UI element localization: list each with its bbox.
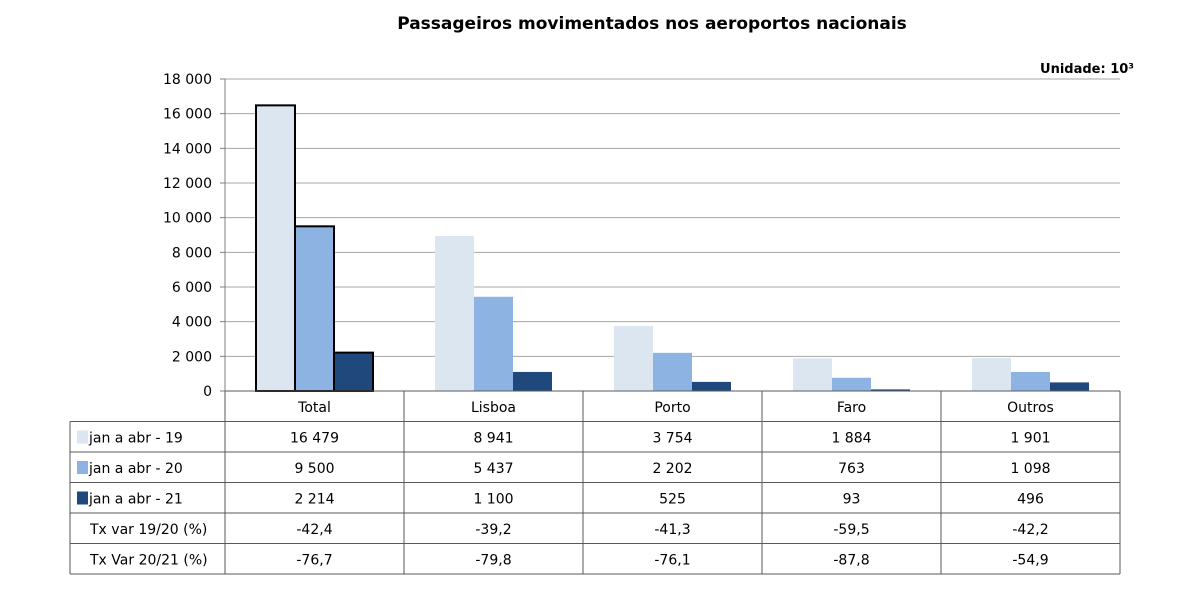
data-label: 16 479 [290, 431, 339, 447]
bar [972, 358, 1011, 391]
legend-swatch [77, 491, 88, 505]
bar [832, 377, 871, 391]
data-label: 1 884 [831, 431, 871, 447]
data-label: -42,2 [1012, 522, 1048, 538]
chart-title: Passageiros movimentados nos aeroportos … [397, 14, 907, 34]
y-tick-label: 2 000 [172, 349, 212, 365]
table-header: Porto [654, 400, 690, 416]
legend-label: jan a abr - 19 [88, 431, 183, 447]
bar [435, 236, 474, 391]
legend-label: jan a abr - 21 [88, 492, 183, 508]
bar [692, 381, 731, 391]
bar [614, 325, 653, 391]
bar [333, 351, 374, 392]
data-label: -39,2 [475, 522, 511, 538]
data-label: -54,9 [1012, 553, 1048, 569]
row-label: Tx Var 20/21 (%) [89, 553, 208, 569]
data-label: 763 [838, 461, 865, 477]
y-tick-label: 14 000 [163, 141, 212, 157]
data-label: -42,4 [296, 522, 332, 538]
data-label: 8 941 [473, 431, 513, 447]
data-label: 1 098 [1010, 461, 1050, 477]
data-label: 525 [659, 492, 686, 508]
legend-label: jan a abr - 20 [88, 461, 183, 477]
data-label: -41,3 [654, 522, 690, 538]
data-label: 93 [843, 492, 861, 508]
bar [474, 296, 513, 391]
y-tick-label: 4 000 [172, 315, 212, 331]
table-header: Outros [1007, 400, 1054, 416]
data-label: -79,8 [475, 553, 511, 569]
data-label: -59,5 [833, 522, 869, 538]
legend-swatch [77, 430, 88, 444]
data-label: 496 [1017, 492, 1044, 508]
data-label: 1 100 [473, 492, 513, 508]
bar [793, 358, 832, 391]
bar [513, 371, 552, 391]
y-tick-label: 6 000 [172, 280, 212, 296]
data-label: -87,8 [833, 553, 869, 569]
data-label: -76,1 [654, 553, 690, 569]
row-label: Tx var 19/20 (%) [89, 522, 207, 538]
y-axis: 0 2 000 4 000 6 000 8 000 10 000 12 000 14 000 1… [163, 72, 1120, 400]
data-label: 3 754 [652, 431, 692, 447]
bar [255, 104, 296, 392]
data-label: 2 202 [652, 461, 692, 477]
y-tick-label: 0 [203, 384, 212, 400]
bars [255, 104, 1089, 392]
data-label: 1 901 [1010, 431, 1050, 447]
unit-label: Unidade: 10³ [1040, 62, 1134, 77]
bar [1050, 382, 1089, 391]
data-label: 2 214 [294, 492, 334, 508]
gridlines [225, 78, 1120, 357]
y-tick-label: 8 000 [172, 245, 212, 261]
table-header: Total [297, 400, 331, 416]
y-tick-label: 10 000 [163, 211, 212, 227]
bar [1011, 371, 1050, 391]
data-label: 9 500 [294, 461, 334, 477]
legend-swatch [77, 461, 88, 474]
data-label: 5 437 [473, 461, 513, 477]
y-tick-label: 12 000 [163, 176, 212, 192]
bar [294, 225, 335, 392]
bar [653, 352, 692, 391]
y-tick-label: 16 000 [163, 107, 212, 123]
table-header: Lisboa [471, 400, 516, 416]
data-table: Total Lisboa Porto Faro Outros jan a abr - 19… [69, 390, 1121, 575]
y-tick-label: 18 000 [163, 72, 212, 88]
bar [871, 389, 910, 391]
data-label: -76,7 [296, 553, 332, 569]
table-header: Faro [837, 400, 866, 416]
